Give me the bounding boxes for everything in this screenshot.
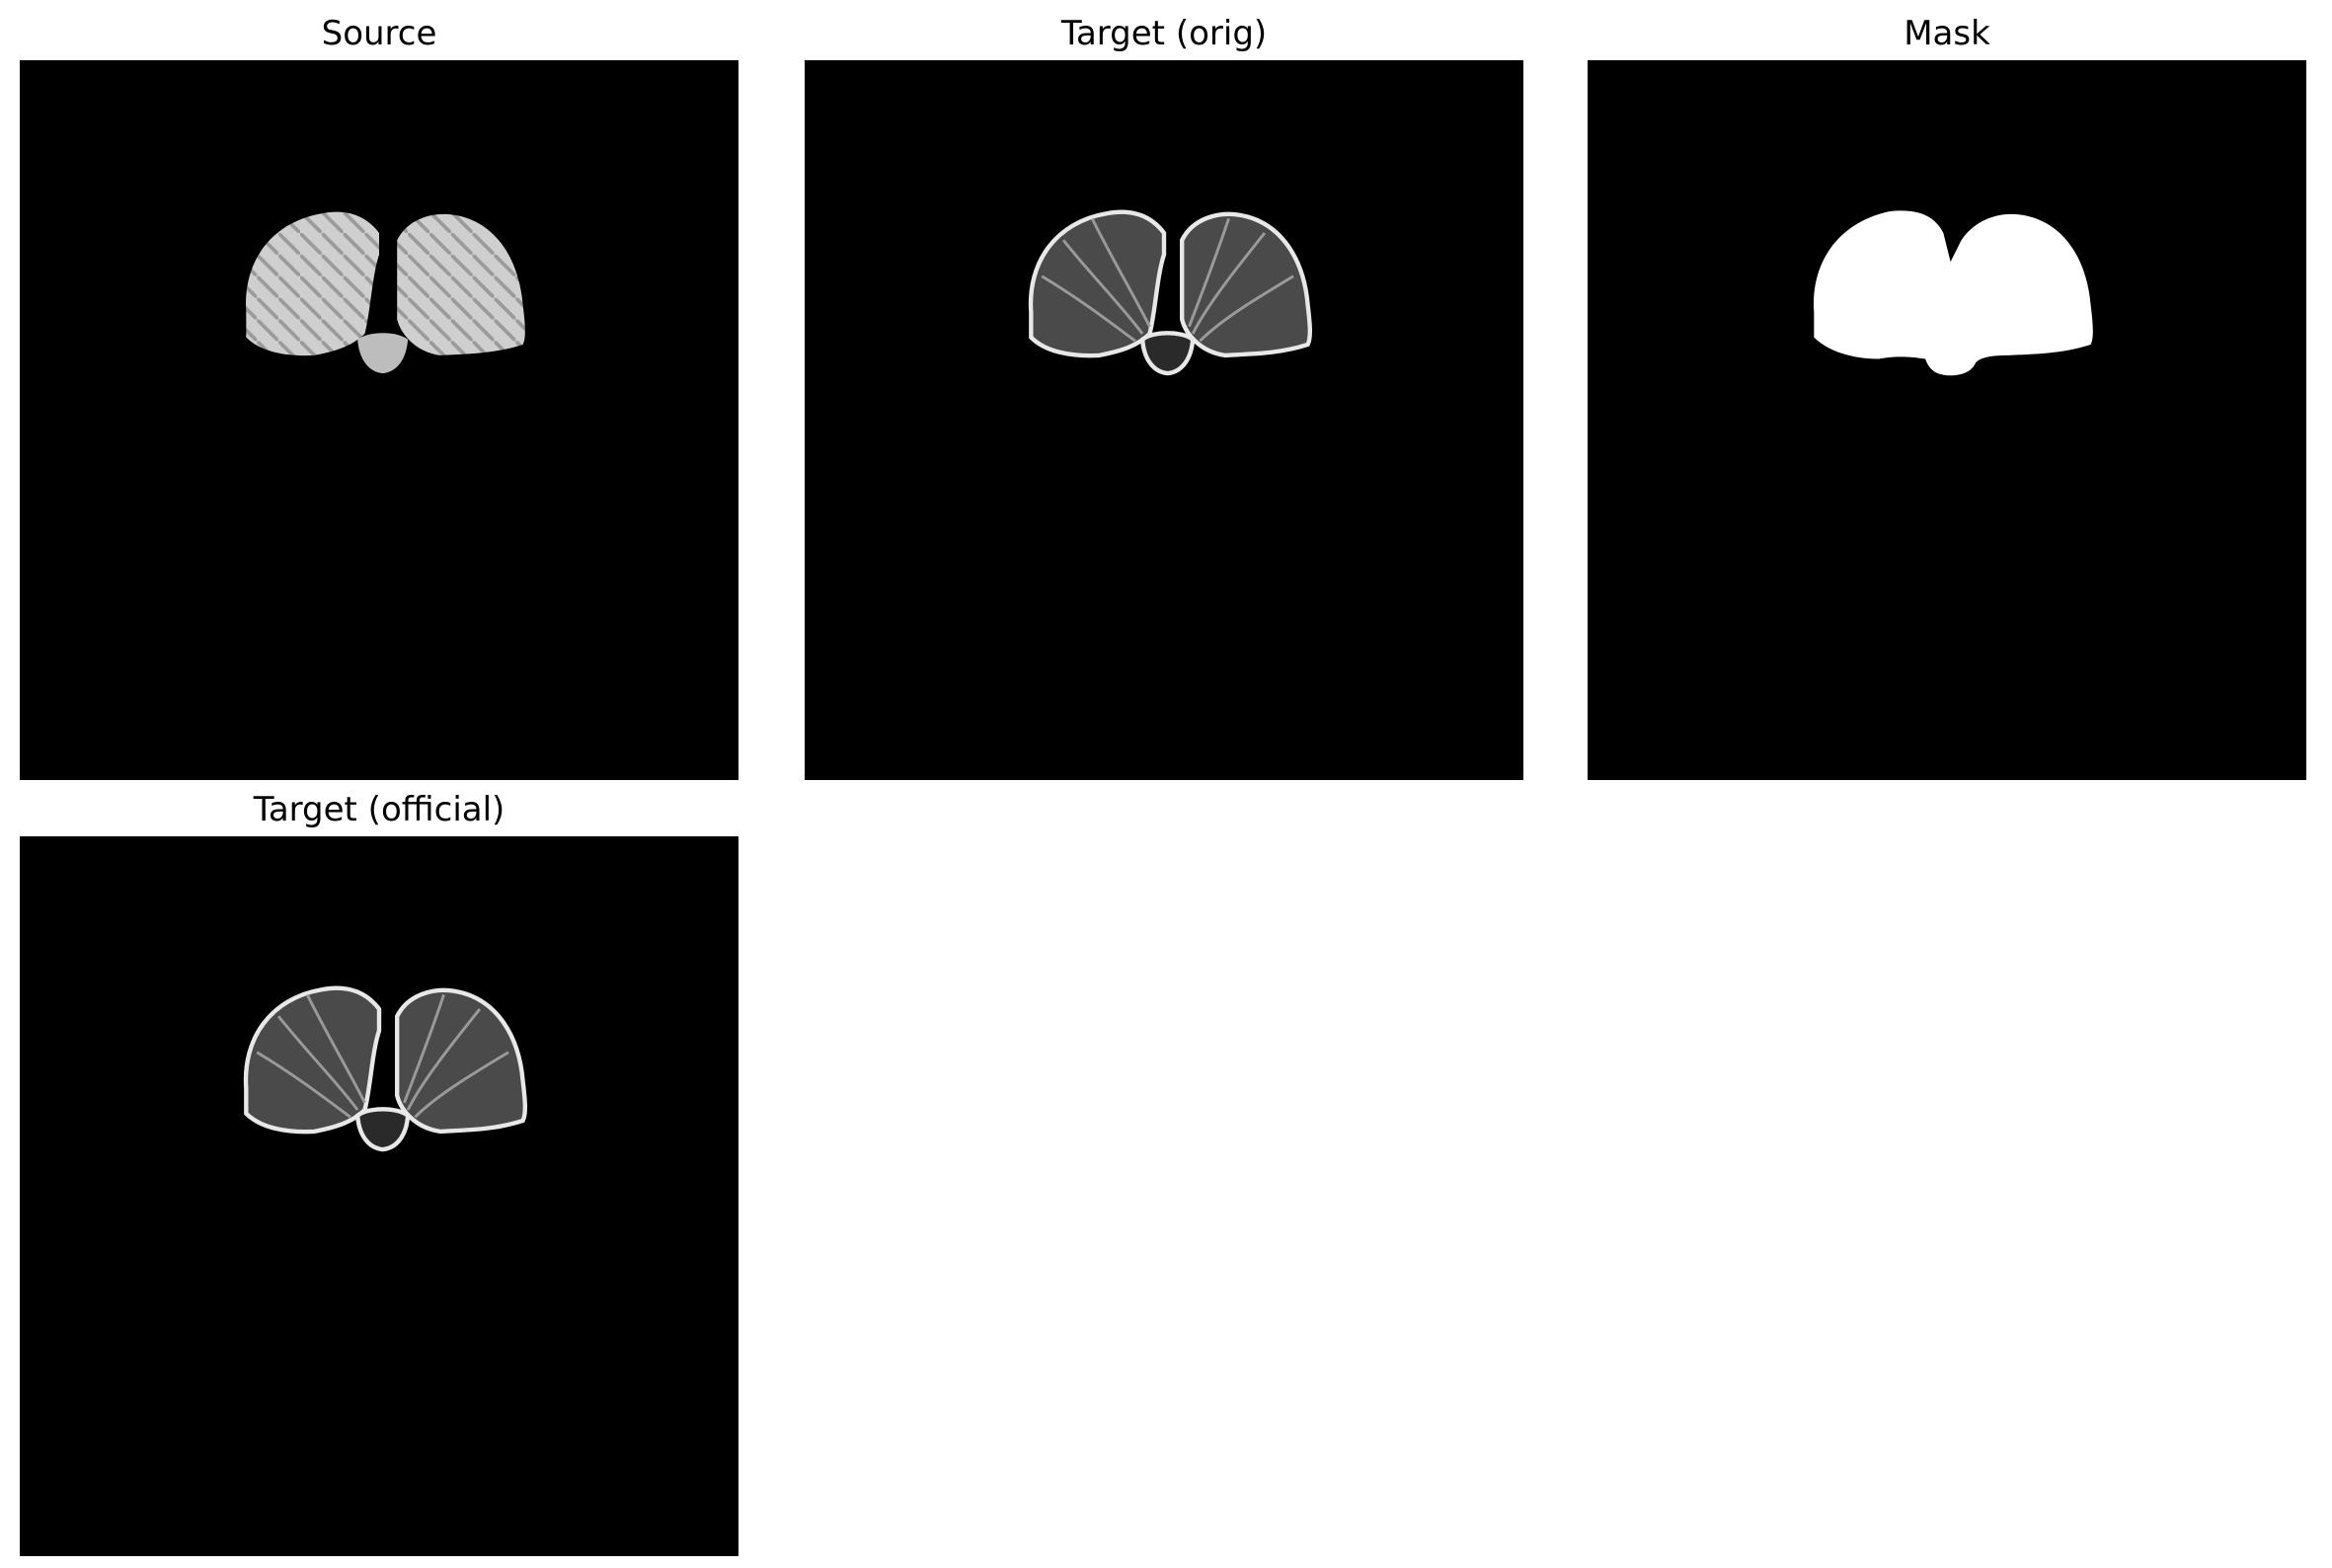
left-lobe: [246, 211, 379, 356]
folia-lines: [1041, 217, 1294, 343]
image-mask: [1588, 60, 2306, 780]
panel-title-target-official: Target (official): [253, 790, 505, 829]
left-lobe: [1028, 209, 1167, 358]
panel-mask: Mask: [1588, 14, 2306, 780]
brain-slice-target-orig: [1028, 209, 1312, 376]
brainstem: [1139, 331, 1196, 376]
panel-title-source: Source: [321, 14, 437, 53]
panel-title-target-orig: Target (orig): [1060, 14, 1268, 53]
left-lobe: [243, 985, 382, 1135]
panel-target-orig: Target (orig): [805, 14, 1523, 780]
folia-lines: [256, 993, 509, 1119]
panel-target-official: Target (official): [20, 790, 738, 1556]
mask-shape: [1814, 210, 2093, 376]
right-lobe: [397, 213, 525, 355]
image-target-official: [20, 836, 738, 1556]
mask-region: [1814, 210, 2093, 376]
right-lobe: [1180, 211, 1312, 358]
brain-slice-target-official: [243, 985, 527, 1152]
image-target-orig: [805, 60, 1523, 780]
panel-source: Source: [20, 14, 738, 780]
brainstem: [357, 333, 409, 374]
right-lobe: [395, 987, 527, 1135]
brain-slice-source: [246, 211, 525, 374]
panel-title-mask: Mask: [1904, 14, 1990, 53]
image-source: [20, 60, 738, 780]
brainstem: [354, 1107, 411, 1152]
